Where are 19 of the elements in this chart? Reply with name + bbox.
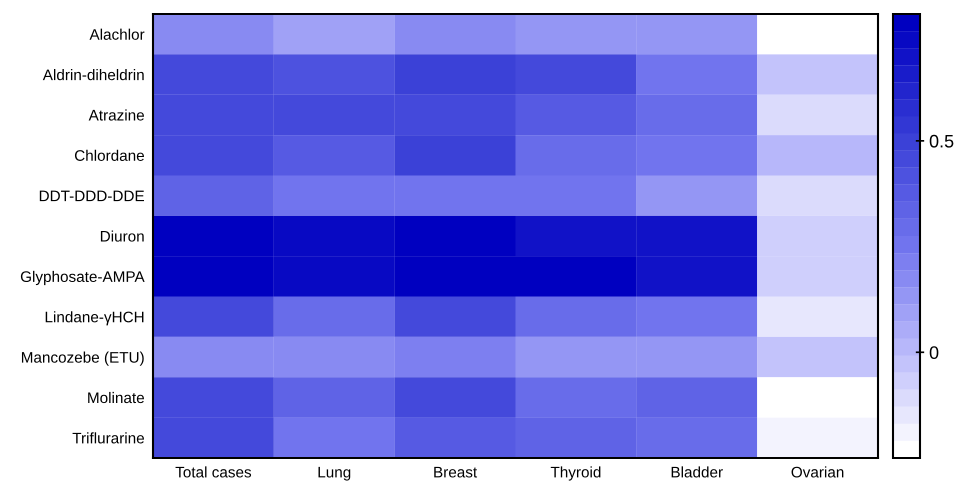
x-tick-label: Bladder — [672, 466, 723, 478]
y-tick-label: DDT-DDD-DDE — [40, 190, 144, 202]
x-tick-label: Breast — [434, 466, 478, 478]
x-tick-label: Total cases — [176, 466, 252, 478]
y-tick-label: Triflurarine — [72, 432, 144, 444]
y-tick-label: Chlordane — [74, 150, 144, 161]
x-tick-label: Ovarian — [792, 466, 844, 478]
x-tick-label: Lung — [318, 466, 350, 481]
color-bar-label: 0 — [930, 346, 938, 360]
y-tick-label: Molinate — [88, 392, 144, 404]
y-tick-label: Aldrin-diheldrin — [42, 69, 144, 80]
y-tick-label: Alachlor — [90, 28, 144, 40]
y-tick-label: Diuron — [100, 230, 144, 242]
y-tick-label: Lindane-γHCH — [46, 311, 144, 326]
color-bar-label: 0.5 — [930, 134, 954, 148]
y-tick-label: Atrazine — [88, 109, 144, 121]
y-tick-label: Mancozebe (ETU) — [22, 352, 144, 366]
y-tick-label: Glyphosate-AMPA — [20, 270, 145, 286]
x-tick-label: Thyroid — [550, 466, 600, 481]
